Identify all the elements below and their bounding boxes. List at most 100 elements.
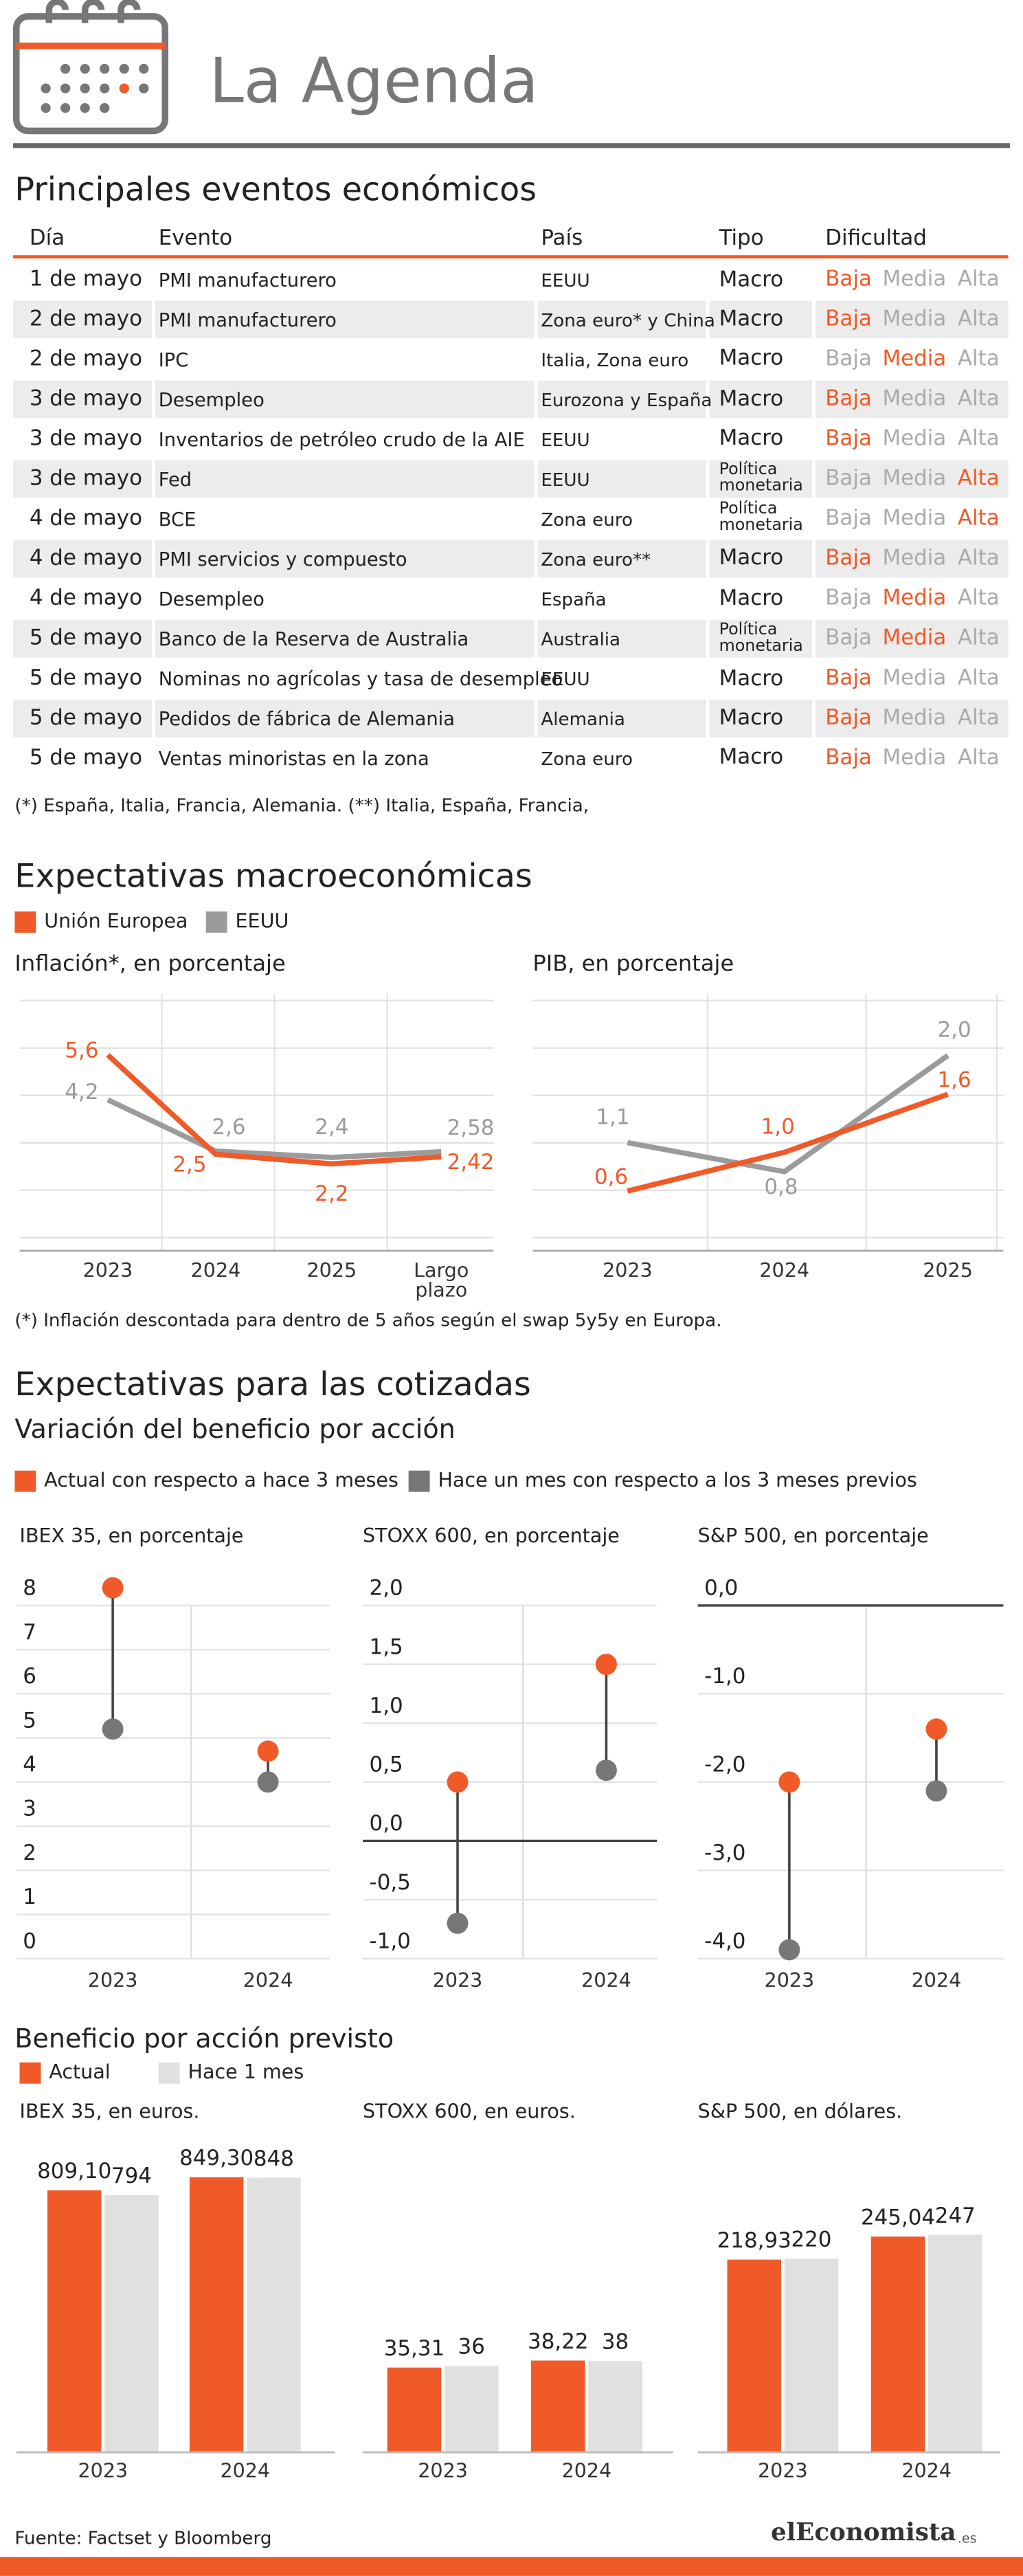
- day: 3 de mayo: [30, 466, 142, 491]
- x-tick-label: 2024: [220, 2460, 270, 2483]
- value-label: 220: [791, 2228, 831, 2252]
- bar: [784, 2258, 839, 2453]
- day: 3 de mayo: [30, 386, 142, 410]
- row-band: [537, 300, 706, 339]
- row-band: [709, 699, 813, 737]
- value-label: 2,6: [212, 1115, 245, 1140]
- x-tick-label-box: 2023: [83, 1261, 133, 1280]
- y-tick-label: 3: [23, 1797, 36, 1821]
- type: Macro: [719, 427, 784, 452]
- difficulty: Media: [882, 665, 946, 690]
- value-label: 848: [254, 2146, 294, 2171]
- row-band: [815, 540, 1009, 578]
- type-box: Macro: [719, 387, 784, 412]
- legend-label: EEUU: [236, 910, 289, 933]
- difficulty: Alta: [958, 466, 1000, 491]
- country: EEUU: [541, 430, 589, 451]
- country: Zona euro: [541, 510, 633, 531]
- bar: [727, 2259, 781, 2453]
- x-tick-label: 2023: [758, 2460, 808, 2483]
- line: [627, 1091, 949, 1194]
- value-label: 2,5: [172, 1153, 206, 1177]
- y-tick-label: -0,5: [370, 1870, 411, 1895]
- type-box: Macro: [719, 748, 784, 769]
- row-band: [155, 300, 535, 339]
- row-band: [537, 380, 706, 419]
- page-title: La Agenda: [209, 45, 538, 118]
- row-band: [815, 619, 1009, 658]
- x-tick-label-box: 2024: [191, 1261, 241, 1280]
- difficulty: Baja: [825, 266, 872, 291]
- dot: [595, 1654, 617, 1676]
- value-label: 247: [935, 2203, 976, 2228]
- type: Macro: [719, 546, 784, 571]
- line: [106, 1053, 442, 1167]
- row-band: [709, 380, 813, 419]
- dot: [447, 1912, 469, 1934]
- dot: [595, 1759, 617, 1781]
- dot: [257, 1740, 279, 1762]
- difficulty: Alta: [958, 705, 1000, 730]
- row-band: [815, 300, 1009, 339]
- row-band: [13, 460, 153, 498]
- brand-suffix: .es: [958, 2531, 977, 2546]
- x-tick-label: 2024: [581, 1969, 631, 1992]
- row-band: [709, 300, 813, 339]
- y-tick-label: 0,0: [704, 1576, 738, 1601]
- difficulty: Alta: [958, 586, 1000, 610]
- difficulty: Media: [882, 506, 946, 531]
- type: Macro: [719, 267, 784, 292]
- event: Pedidos de fábrica de Alemania: [159, 709, 455, 730]
- day: 5 de mayo: [30, 745, 142, 770]
- difficulty: Baja: [825, 306, 872, 331]
- x-tick-label-box: 2023: [603, 1261, 653, 1280]
- chart-title: STOXX 600, en porcentaje: [363, 1524, 620, 1547]
- type-box: Macro: [719, 546, 784, 571]
- day: 1 de mayo: [30, 266, 142, 291]
- event: PMI manufacturero: [159, 270, 337, 291]
- y-tick-label: -1,0: [370, 1929, 411, 1953]
- legend-label: Actual: [49, 2061, 110, 2083]
- column-header: Evento: [159, 225, 232, 250]
- value-label: 38,22: [528, 2329, 588, 2354]
- difficulty: Baja: [825, 466, 872, 491]
- type-box: Política monetaria: [719, 502, 803, 535]
- line: [627, 1053, 949, 1175]
- footnote: (*) Inflación descontada para dentro de …: [14, 1311, 721, 1331]
- x-tick-label-box: 2024: [759, 1261, 809, 1280]
- x-tick-label: 2023: [433, 1969, 483, 1992]
- row-band: [155, 699, 535, 737]
- brand: elEconomista: [771, 2518, 956, 2546]
- country: Zona euro* y China: [541, 311, 715, 331]
- bar: [247, 2177, 301, 2453]
- legend-label: Unión Europea: [44, 910, 188, 933]
- type: Macro: [719, 387, 784, 412]
- x-tick-label: 2025: [306, 1261, 357, 1282]
- event: Desempleo: [159, 390, 265, 411]
- country: Italia, Zona euro: [541, 351, 688, 371]
- country: Zona euro**: [541, 550, 651, 570]
- type-box: Macro: [719, 348, 784, 370]
- event: Nominas no agrícolas y tasa de desempleo: [159, 669, 563, 690]
- table-note: (*) España, Italia, Francia, Alemania. (…: [14, 795, 589, 816]
- value-label: 794: [111, 2164, 152, 2188]
- dot: [778, 1939, 800, 1961]
- row-band: [155, 619, 535, 658]
- value-label: 1,1: [596, 1104, 629, 1129]
- bar: [928, 2234, 982, 2453]
- value-label: 2,4: [315, 1115, 348, 1140]
- row-band: [13, 619, 153, 658]
- type-box: Macro: [719, 267, 784, 292]
- value-label: 1,0: [761, 1114, 795, 1139]
- legend-swatch: [408, 1470, 430, 1492]
- difficulty: Alta: [958, 346, 1000, 370]
- chart-title: Inflación*, en porcentaje: [14, 951, 285, 977]
- y-tick-label: -2,0: [704, 1753, 745, 1777]
- difficulty: Alta: [958, 426, 1000, 451]
- chart-title: STOXX 600, en euros.: [363, 2100, 576, 2122]
- type: Macro: [719, 307, 784, 332]
- type: Macro: [719, 586, 784, 611]
- day: 4 de mayo: [30, 586, 142, 610]
- country: Zona euro: [541, 749, 633, 770]
